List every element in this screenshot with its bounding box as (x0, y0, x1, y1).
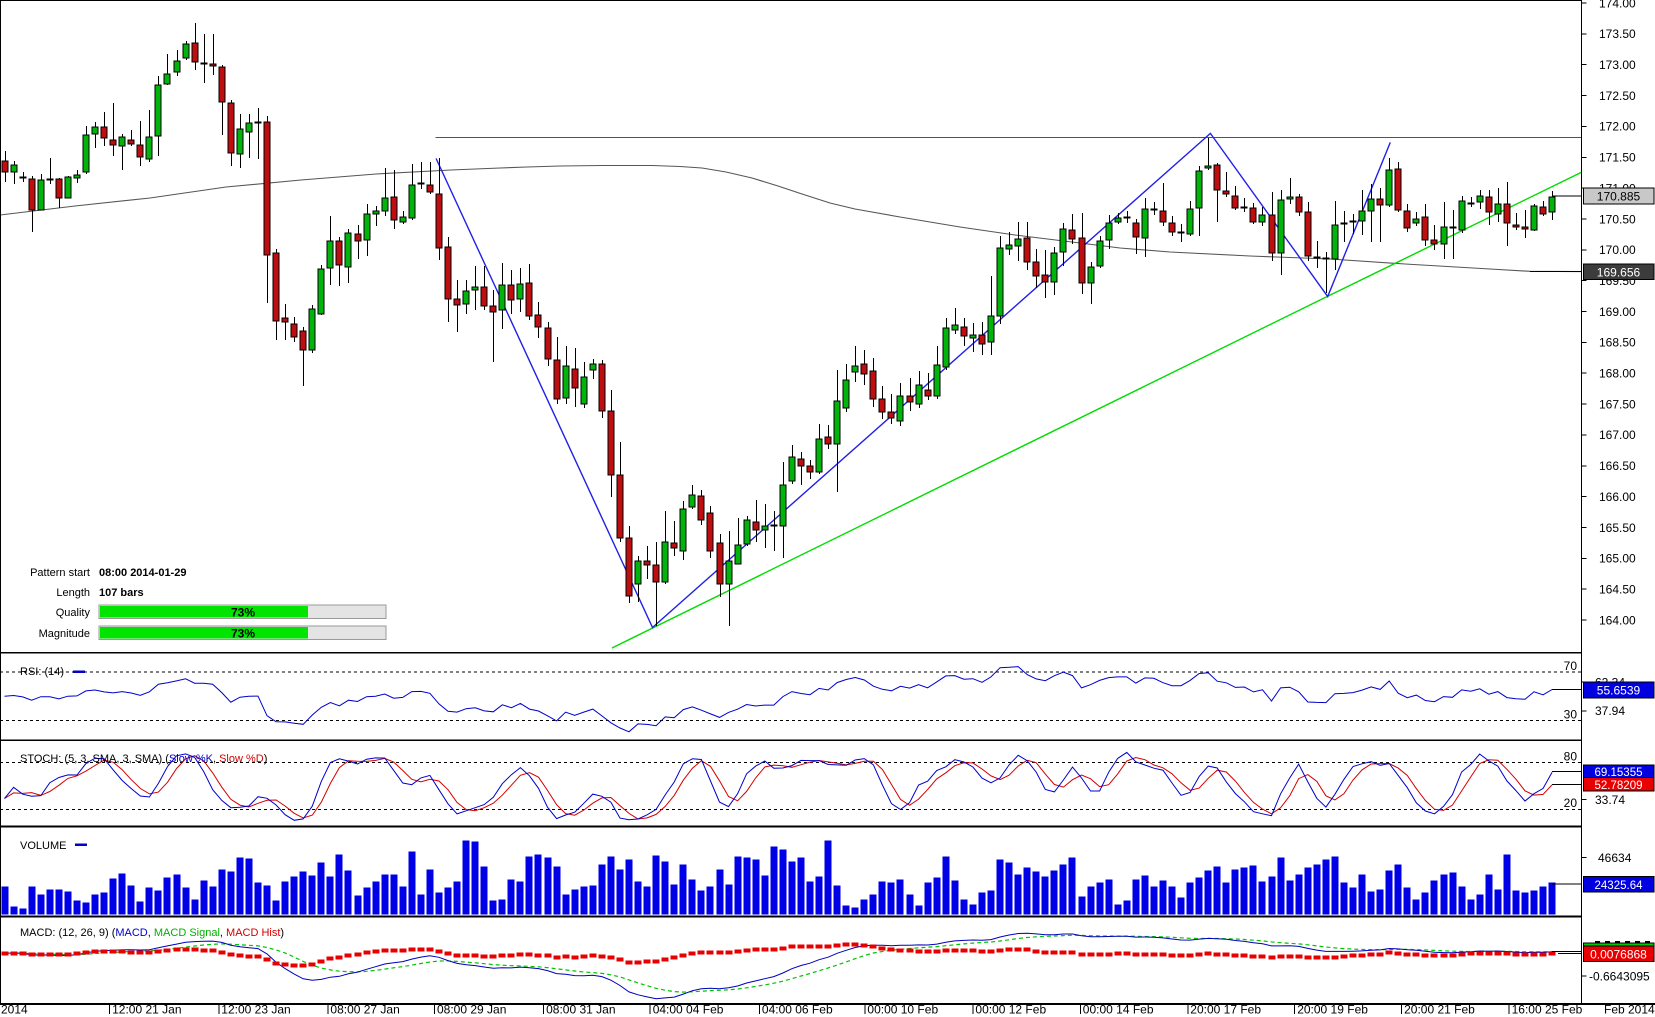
svg-text:73%: 73% (231, 627, 255, 641)
svg-text:70: 70 (1564, 659, 1578, 673)
svg-text:30: 30 (1564, 708, 1578, 722)
svg-text:24325.64: 24325.64 (1595, 880, 1644, 892)
svg-text:170.00: 170.00 (1599, 243, 1636, 257)
svg-text:16:00 25 Feb: 16:00 25 Feb (1512, 1003, 1583, 1017)
svg-text:166.00: 166.00 (1599, 490, 1636, 504)
svg-text:165.00: 165.00 (1599, 552, 1636, 566)
svg-text:167.50: 167.50 (1599, 397, 1636, 411)
svg-text:172.50: 172.50 (1599, 89, 1636, 103)
svg-text:46634: 46634 (1598, 851, 1632, 865)
svg-text:2014: 2014 (1, 1003, 28, 1017)
svg-text:04:00 06 Feb: 04:00 06 Feb (762, 1003, 833, 1017)
svg-text:168.50: 168.50 (1599, 336, 1636, 350)
svg-text:37.94: 37.94 (1595, 704, 1625, 718)
svg-text:164.00: 164.00 (1599, 613, 1636, 627)
svg-text:00:00 14 Feb: 00:00 14 Feb (1083, 1003, 1154, 1017)
svg-text:170.885: 170.885 (1597, 190, 1641, 204)
svg-text:20: 20 (1564, 796, 1578, 810)
svg-text:169.00: 169.00 (1599, 305, 1636, 319)
svg-text:MACD: (12, 26, 9) (MACD, MACD: MACD: (12, 26, 9) (MACD, MACD Signal, MA… (20, 927, 284, 939)
svg-text:08:00 29 Jan: 08:00 29 Jan (437, 1003, 506, 1017)
svg-text:168.00: 168.00 (1599, 367, 1636, 381)
svg-text:80: 80 (1564, 750, 1578, 764)
svg-text:00:00 10 Feb: 00:00 10 Feb (867, 1003, 938, 1017)
svg-text:Magnitude: Magnitude (39, 628, 90, 640)
svg-text:170.50: 170.50 (1599, 212, 1636, 226)
svg-text:Pattern start: Pattern start (30, 567, 90, 579)
svg-text:Length: Length (56, 587, 90, 599)
svg-text:08:00 31 Jan: 08:00 31 Jan (546, 1003, 615, 1017)
svg-text:08:00 2014-01-29: 08:00 2014-01-29 (99, 567, 186, 579)
svg-text:12:00 23 Jan: 12:00 23 Jan (221, 1003, 290, 1017)
svg-text:165.50: 165.50 (1599, 521, 1636, 535)
svg-text:52.78209: 52.78209 (1595, 780, 1643, 792)
svg-text:172.00: 172.00 (1599, 120, 1636, 134)
svg-text:33.74: 33.74 (1595, 793, 1625, 807)
svg-text:Quality: Quality (56, 607, 91, 619)
svg-text:173.50: 173.50 (1599, 27, 1636, 41)
svg-text:107 bars: 107 bars (99, 587, 144, 599)
svg-text:VOLUME: VOLUME (20, 840, 66, 852)
svg-text:04:00 04 Feb: 04:00 04 Feb (653, 1003, 724, 1017)
svg-text:55.6539: 55.6539 (1597, 684, 1641, 698)
svg-text:174.00: 174.00 (1599, 0, 1636, 10)
svg-text:STOCH: (5, 3, SMA, 3, SMA) (Sl: STOCH: (5, 3, SMA, 3, SMA) (Slow %K, Slo… (20, 753, 267, 765)
svg-text:Feb 2014: Feb 2014 (1604, 1003, 1655, 1017)
svg-text:0.0076868: 0.0076868 (1590, 947, 1647, 961)
svg-text:73%: 73% (231, 606, 255, 620)
svg-text:20:00 17 Feb: 20:00 17 Feb (1190, 1003, 1261, 1017)
svg-text:169.656: 169.656 (1597, 265, 1641, 279)
svg-text:20:00 21 Feb: 20:00 21 Feb (1404, 1003, 1475, 1017)
svg-text:12:00 21 Jan: 12:00 21 Jan (112, 1003, 181, 1017)
svg-text:20:00 19 Feb: 20:00 19 Feb (1297, 1003, 1368, 1017)
svg-text:167.00: 167.00 (1599, 428, 1636, 442)
svg-text:171.50: 171.50 (1599, 151, 1636, 165)
svg-text:RSI: (14): RSI: (14) (20, 666, 64, 678)
svg-text:69.15355: 69.15355 (1595, 767, 1643, 779)
svg-text:173.00: 173.00 (1599, 58, 1636, 72)
svg-text:166.50: 166.50 (1599, 459, 1636, 473)
svg-text:08:00 27 Jan: 08:00 27 Jan (330, 1003, 399, 1017)
svg-text:164.50: 164.50 (1599, 582, 1636, 596)
svg-text:00:00 12 Feb: 00:00 12 Feb (975, 1003, 1046, 1017)
svg-text:-0.6643095: -0.6643095 (1589, 969, 1650, 983)
